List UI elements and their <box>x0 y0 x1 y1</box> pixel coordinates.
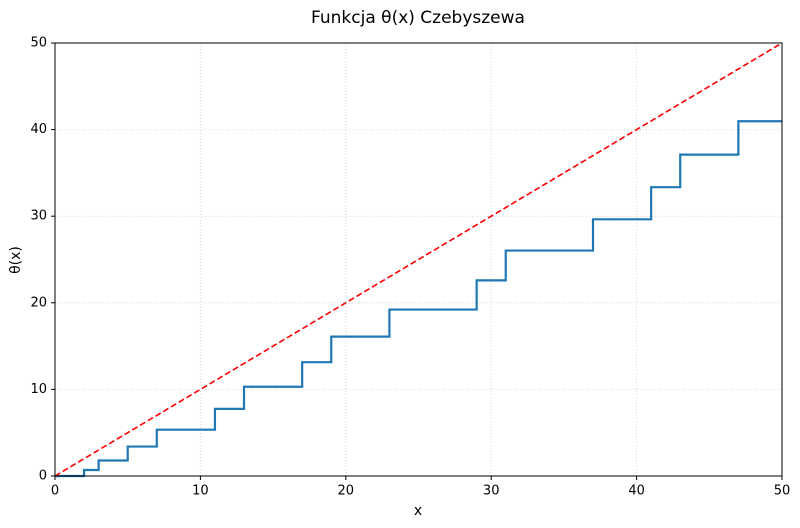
x-tick-label: 40 <box>628 484 645 499</box>
y-tick-label: 0 <box>39 469 47 484</box>
y-tick-label: 50 <box>30 36 47 51</box>
chart-title: Funkcja θ(x) Czebyszewa <box>311 8 525 28</box>
x-tick-label: 50 <box>774 484 791 499</box>
data-line <box>55 120 782 478</box>
y-tick-label: 20 <box>30 295 47 310</box>
x-tick-label: 0 <box>51 484 59 499</box>
x-tick-label: 30 <box>483 484 500 499</box>
y-tick-label: 40 <box>30 122 47 137</box>
plot-frame <box>54 42 783 477</box>
x-tick-label: 20 <box>338 484 355 499</box>
y-tick-label: 10 <box>30 382 47 397</box>
data-line <box>54 42 783 477</box>
x-axis-label: x <box>414 503 422 519</box>
y-axis-label: θ(x) <box>8 246 24 274</box>
x-tick-label: 10 <box>192 484 209 499</box>
y-tick-label: 30 <box>30 209 47 224</box>
